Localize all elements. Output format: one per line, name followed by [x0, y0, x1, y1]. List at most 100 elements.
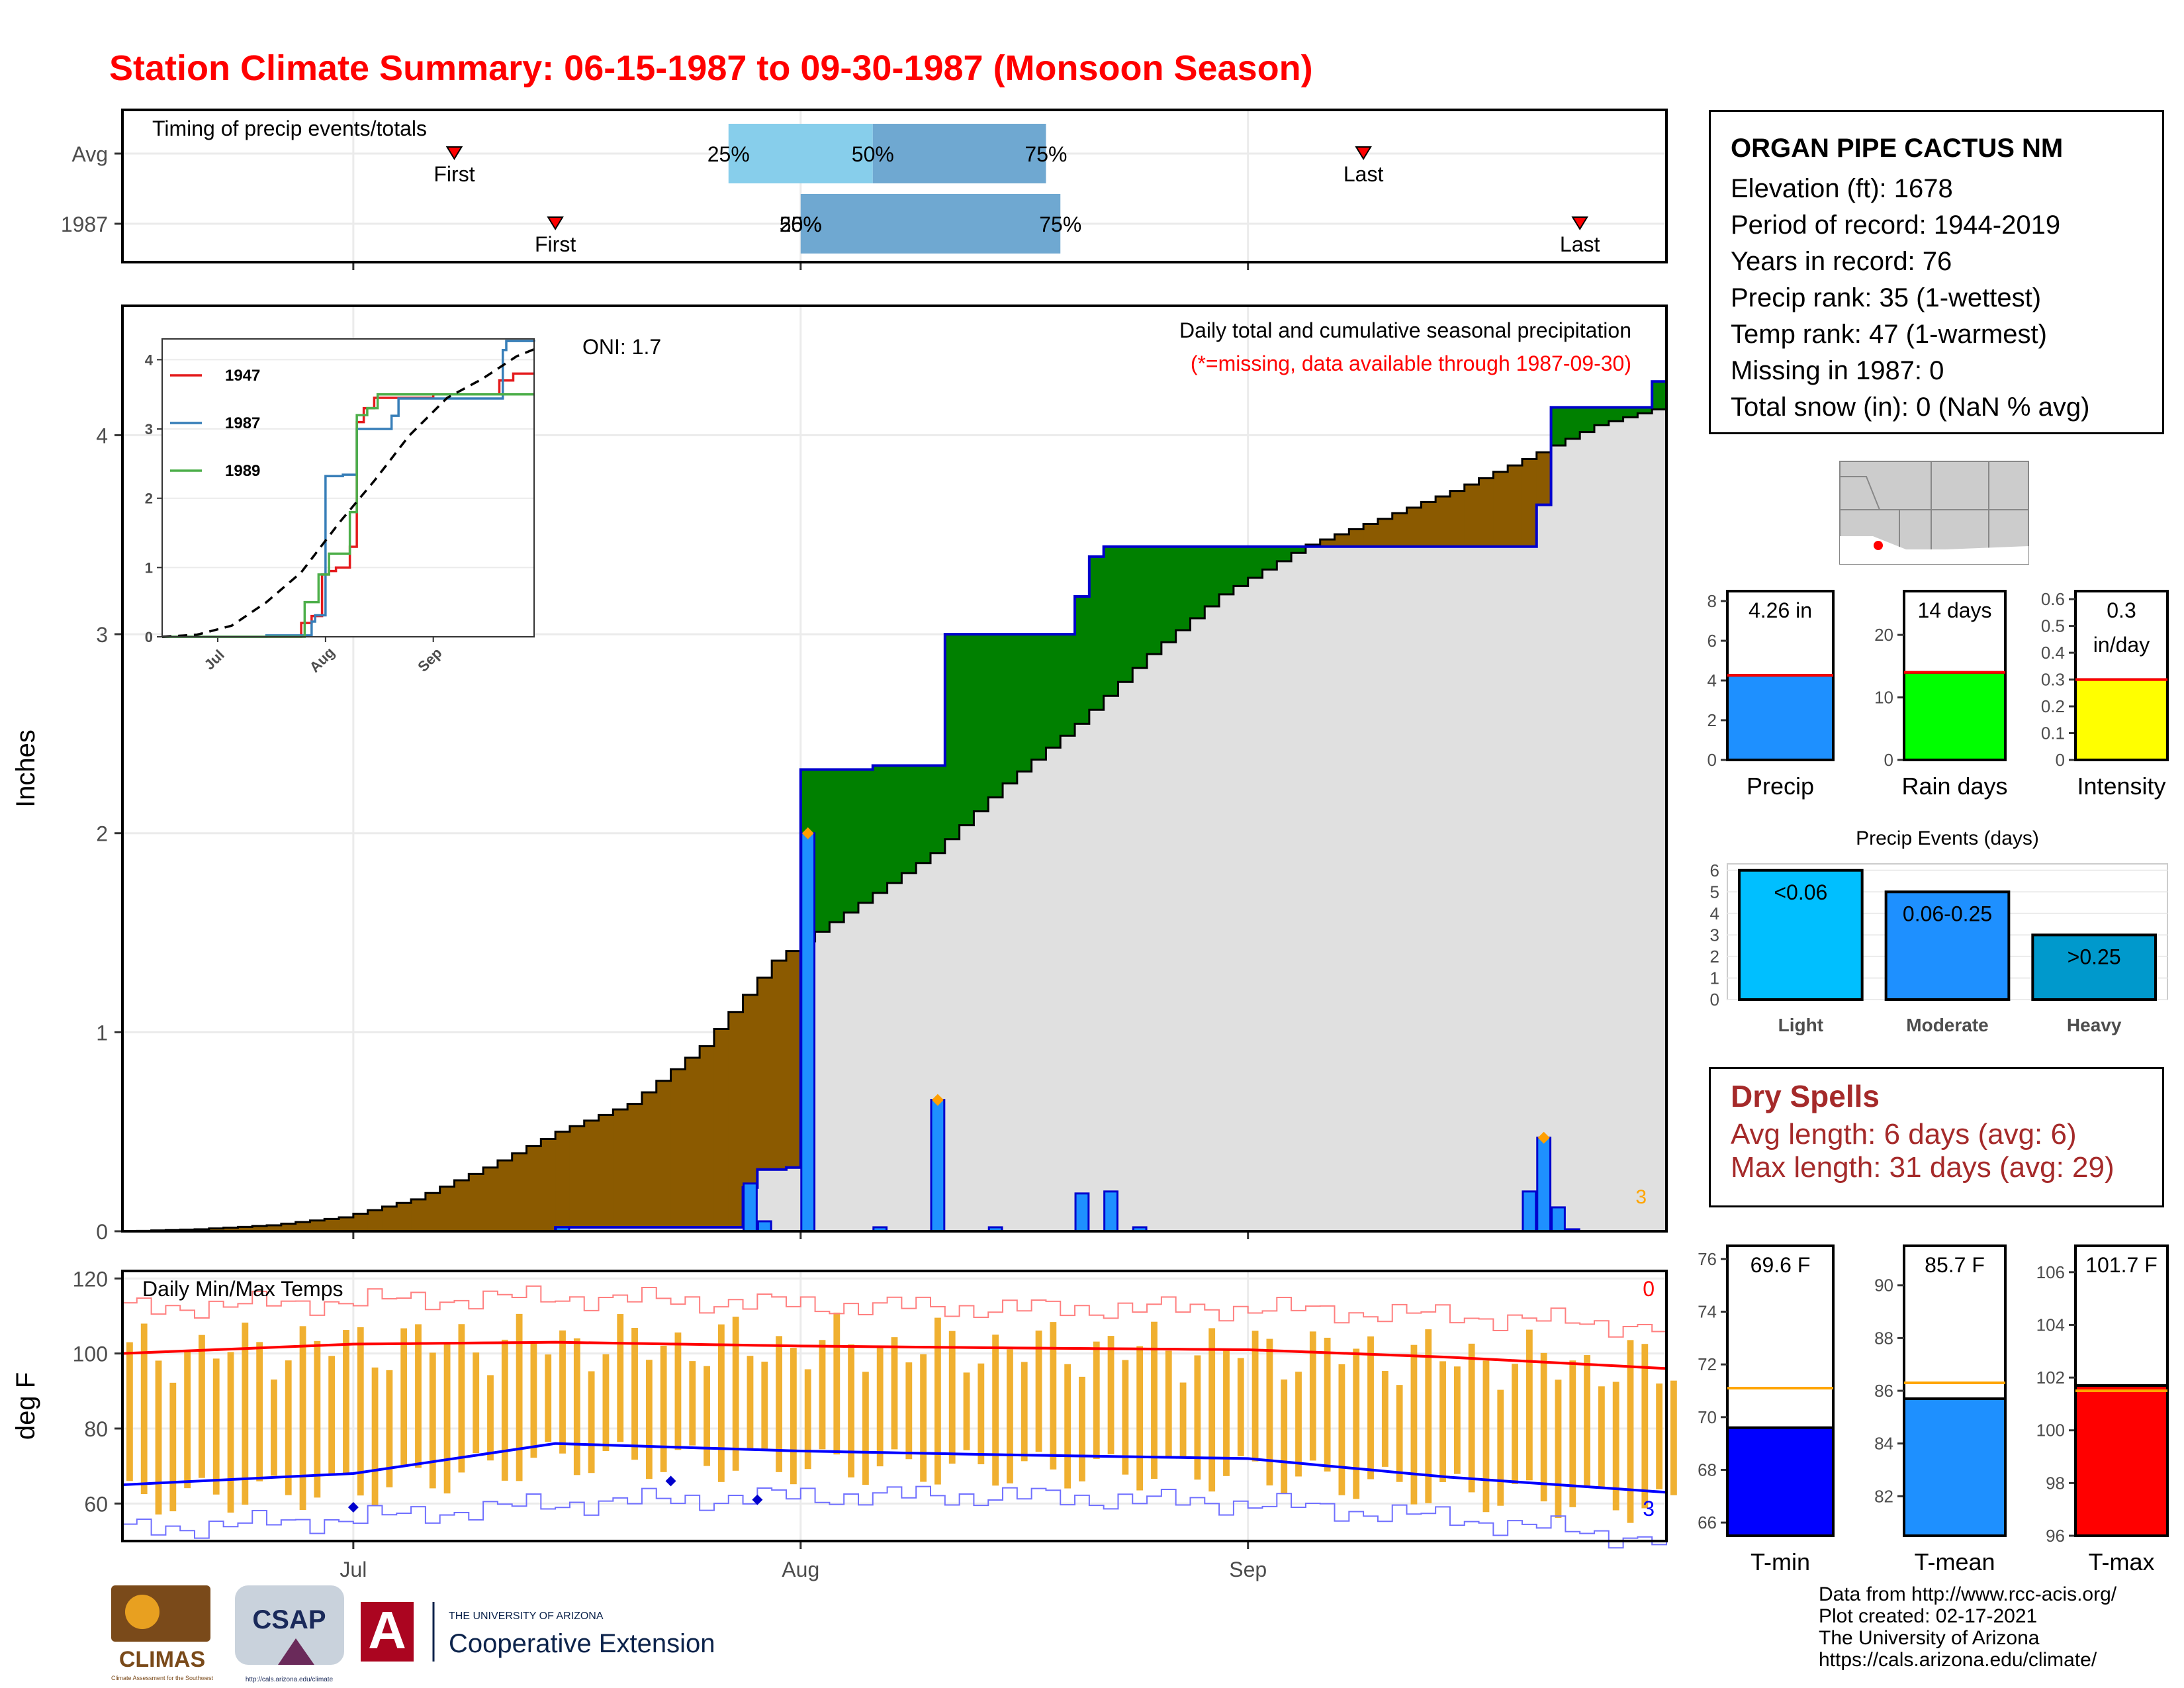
tmean_avg-ytick-label: 90	[1874, 1276, 1893, 1295]
map-mexico-area	[1840, 536, 2028, 564]
temp-daily-range-bar	[1208, 1328, 1216, 1492]
events-bar	[1738, 868, 1864, 1002]
temp-daily-range-bar	[400, 1328, 408, 1466]
tmean_avg-ytick-label: 88	[1874, 1328, 1893, 1348]
surplus-area	[1608, 407, 1624, 422]
temp-daily-range-bar	[1367, 1336, 1374, 1479]
temp-daily-range-bar	[804, 1369, 811, 1470]
tmin_avg-ytick-label: 72	[1698, 1354, 1717, 1374]
dry-spells-title: Dry Spells	[1731, 1079, 1880, 1113]
precip_total-ytick-label: 0	[1707, 750, 1717, 770]
rain_days-ytick-label: 0	[1884, 750, 1893, 770]
temp-daily-range-bar	[1338, 1364, 1345, 1495]
daily-precip-bar	[756, 1220, 772, 1233]
precip_total-ytick-label: 6	[1707, 631, 1717, 651]
deficit-area	[1536, 452, 1552, 505]
surplus-area	[916, 765, 931, 863]
temp-daily-range-bar	[1482, 1360, 1490, 1513]
temp-ytick-label: 100	[73, 1342, 108, 1366]
dry-spells-max: Max length: 31 days (avg: 29)	[1731, 1151, 2115, 1184]
surplus-area	[974, 634, 989, 812]
precip-ytick-label: 4	[96, 424, 108, 447]
credit-university: The University of Arizona	[1819, 1627, 2040, 1649]
temp-daily-range-bar	[314, 1340, 321, 1498]
daily-precip-bar	[1522, 1190, 1537, 1233]
events-ytick-label: 3	[1710, 925, 1719, 945]
temp-daily-range-bar	[1107, 1336, 1115, 1454]
tmax_avg-ytick-label: 102	[2036, 1368, 2065, 1387]
tmin_avg-ytick-label: 66	[1698, 1513, 1717, 1532]
temp-daily-range-bar	[1194, 1355, 1201, 1480]
deficit-area	[512, 1153, 527, 1231]
intensity-ytick-label: 0.4	[2041, 643, 2065, 663]
timing-quartile-box	[800, 194, 1061, 254]
temp-daily-range-bar	[674, 1332, 682, 1450]
precip-ylabel: Inches	[11, 729, 40, 808]
temp-daily-range-bar	[1021, 1362, 1028, 1462]
surplus-area	[944, 634, 960, 839]
deficit-area	[223, 1227, 239, 1231]
deficit-area	[1508, 465, 1523, 547]
deficit-area	[425, 1193, 441, 1231]
temp-daily-range-bar	[905, 1362, 913, 1460]
deficit-area	[757, 977, 772, 1170]
record-precip-marker	[931, 1094, 944, 1106]
timing-row-label: 1987	[61, 212, 108, 236]
temp-daily-range-bar	[1281, 1379, 1288, 1494]
surplus-area	[1003, 634, 1018, 784]
temp-daily-range-bar	[1079, 1376, 1085, 1481]
temp-daily-range-bar	[1266, 1338, 1273, 1485]
temp-ylabel: deg F	[11, 1372, 40, 1440]
timing-last-label: Last	[1343, 162, 1384, 186]
deficit-area	[713, 1029, 729, 1227]
deficit-area	[208, 1228, 224, 1231]
deficit-area	[685, 1057, 700, 1227]
temp-daily-range-bar	[1396, 1385, 1403, 1482]
timing-q75-label: 75%	[1039, 212, 1081, 236]
temp-daily-range-bar	[660, 1345, 667, 1472]
temp-daily-range-bar	[559, 1330, 566, 1454]
station-temp-rank: Temp rank: 47 (1-warmest)	[1731, 320, 2047, 349]
inset-legend-label: 1947	[225, 367, 260, 385]
temp-daily-range-bar	[1251, 1331, 1259, 1462]
temp-daily-range-bar	[357, 1327, 364, 1496]
inset-normal-line	[161, 348, 535, 638]
deficit-area	[555, 1131, 570, 1227]
surplus-area	[1277, 546, 1292, 561]
surplus-area	[1161, 546, 1177, 643]
daily-precip-bar	[1103, 1190, 1118, 1233]
credit-plot-date: Plot created: 02-17-2021	[1819, 1605, 2038, 1627]
surplus-area	[1046, 634, 1061, 748]
surplus-area	[1637, 407, 1653, 414]
temp-daily-range-bar	[848, 1344, 854, 1477]
deficit-area	[786, 951, 801, 1168]
surplus-area	[1565, 407, 1580, 439]
record-precip-marker	[801, 827, 814, 839]
temp-daily-range-bar	[256, 1342, 263, 1481]
inset-legend-label: 1989	[225, 462, 260, 480]
temp-daily-range-bar	[1050, 1322, 1057, 1470]
temp-daily-range-bar	[285, 1360, 292, 1495]
timing-first-label: First	[433, 162, 475, 186]
timing-q50-label: 50%	[852, 142, 894, 166]
tmin_avg-ytick-label: 68	[1698, 1460, 1717, 1479]
temp-daily-range-bar	[443, 1343, 451, 1494]
temp-daily-range-bar	[242, 1323, 249, 1505]
deficit-area	[1392, 513, 1408, 547]
intensity-ytick-label: 0.3	[2041, 670, 2065, 690]
temp-daily-range-bar	[227, 1352, 234, 1513]
events-category-label: Heavy	[2067, 1015, 2122, 1035]
tmin_avg-ytick-label: 76	[1698, 1249, 1717, 1269]
tmax_avg-ytick-label: 104	[2036, 1315, 2065, 1335]
precip_total-ytick-label: 4	[1707, 671, 1717, 690]
rain_days-category-label: Rain days	[1901, 773, 2007, 800]
deficit-area	[584, 1120, 600, 1227]
deficit-area	[411, 1199, 426, 1231]
surplus-area	[1132, 546, 1148, 669]
csap-logo-cloud	[235, 1585, 344, 1665]
rain_days-value-label: 14 days	[1917, 598, 1991, 622]
tmin_avg-ytick-label: 74	[1698, 1302, 1717, 1322]
timing-row-label: Avg	[71, 142, 108, 166]
deficit-area	[310, 1220, 325, 1231]
temp-daily-range-bar	[761, 1361, 768, 1450]
